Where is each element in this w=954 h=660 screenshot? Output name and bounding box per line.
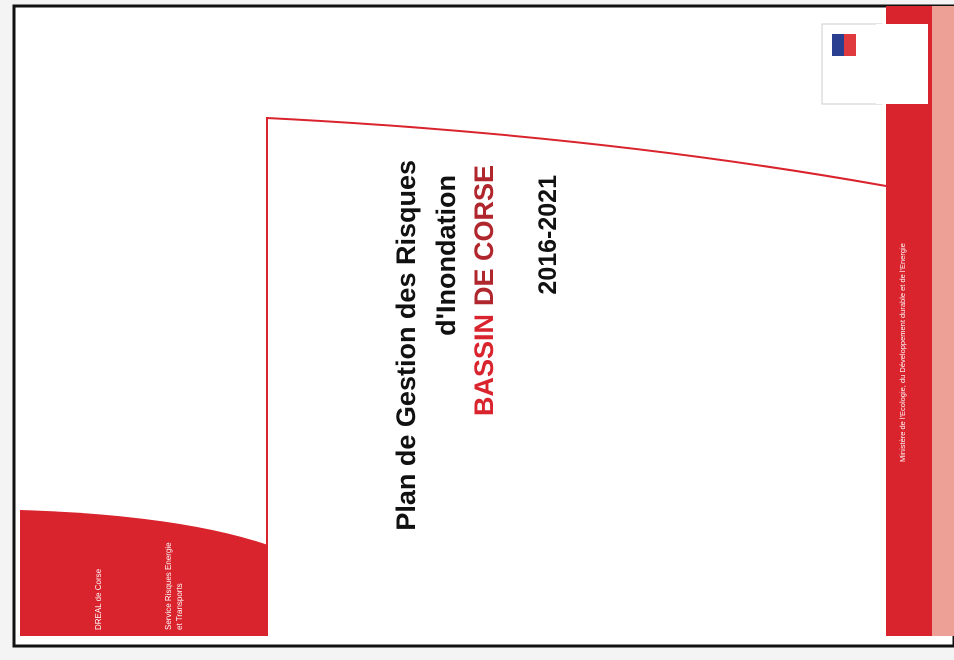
basin-title: BASSIN DE CORSE [469,165,499,416]
logo-blue [832,34,844,56]
dreal: DREAL de Corse [94,568,103,630]
red-band [886,6,932,636]
service-line: Service Risques Energie [164,542,173,630]
service-line: et Transports [175,583,184,630]
red-outline [266,116,887,635]
logo-red [844,34,856,56]
years: 2016-2021 [534,175,562,295]
red-corner [20,510,268,636]
title-line: Plan de Gestion des Risques [391,160,421,531]
de-corse: DE CORSE [469,165,499,306]
title-line: d'Inondation [431,175,461,336]
pink-band [932,6,954,636]
bassin: BASSIN [469,314,499,416]
ministry: Ministère de l'Ecologie, du Développemen… [898,243,907,462]
logo-ministry [876,24,928,104]
